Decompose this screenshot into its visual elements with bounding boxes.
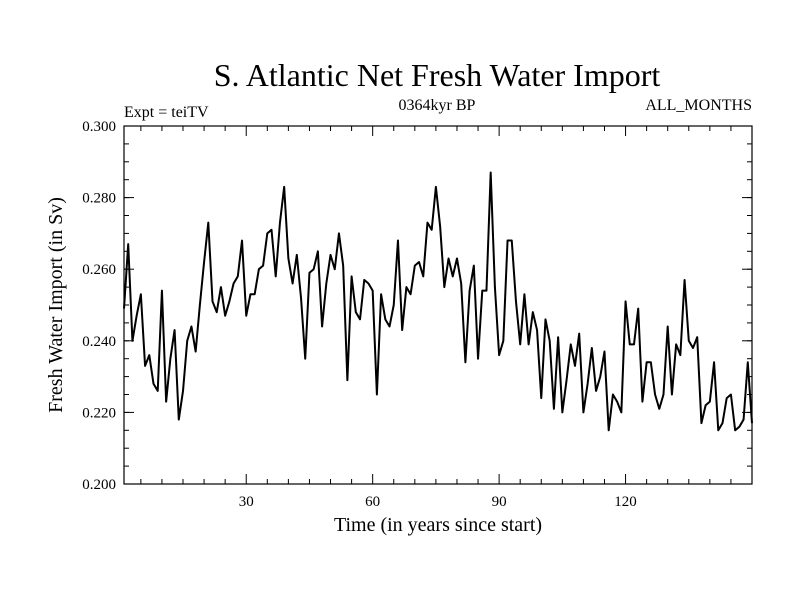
series-line [123, 171, 753, 432]
series-layer [123, 171, 753, 432]
y-tick-label: 0.220 [82, 405, 116, 421]
x-axis-label: Time (in years since start) [334, 514, 542, 536]
y-axis-label: Fresh Water Import (in Sv) [45, 197, 67, 413]
x-tick-label: 60 [365, 494, 380, 510]
period-label: 0364kyr BP [399, 97, 476, 114]
y-tick-label: 0.240 [82, 334, 116, 350]
months-label: ALL_MONTHS [645, 97, 752, 114]
y-tick-label: 0.200 [82, 477, 116, 493]
x-tick-label: 90 [492, 494, 507, 510]
x-tick-label: 120 [614, 494, 637, 510]
y-tick-label: 0.300 [82, 119, 116, 135]
experiment-label: Expt = teiTV [124, 104, 209, 121]
y-tick-label: 0.260 [82, 262, 116, 278]
chart-title: S. Atlantic Net Fresh Water Import [214, 57, 661, 93]
x-tick-label: 30 [239, 494, 254, 510]
x-axis-ticks: 30 60 90 120 [140, 126, 753, 510]
y-tick-label: 0.280 [82, 191, 116, 207]
y-axis-ticks: 0.200 0.220 0.240 0.260 0.280 0.300 [82, 119, 752, 493]
